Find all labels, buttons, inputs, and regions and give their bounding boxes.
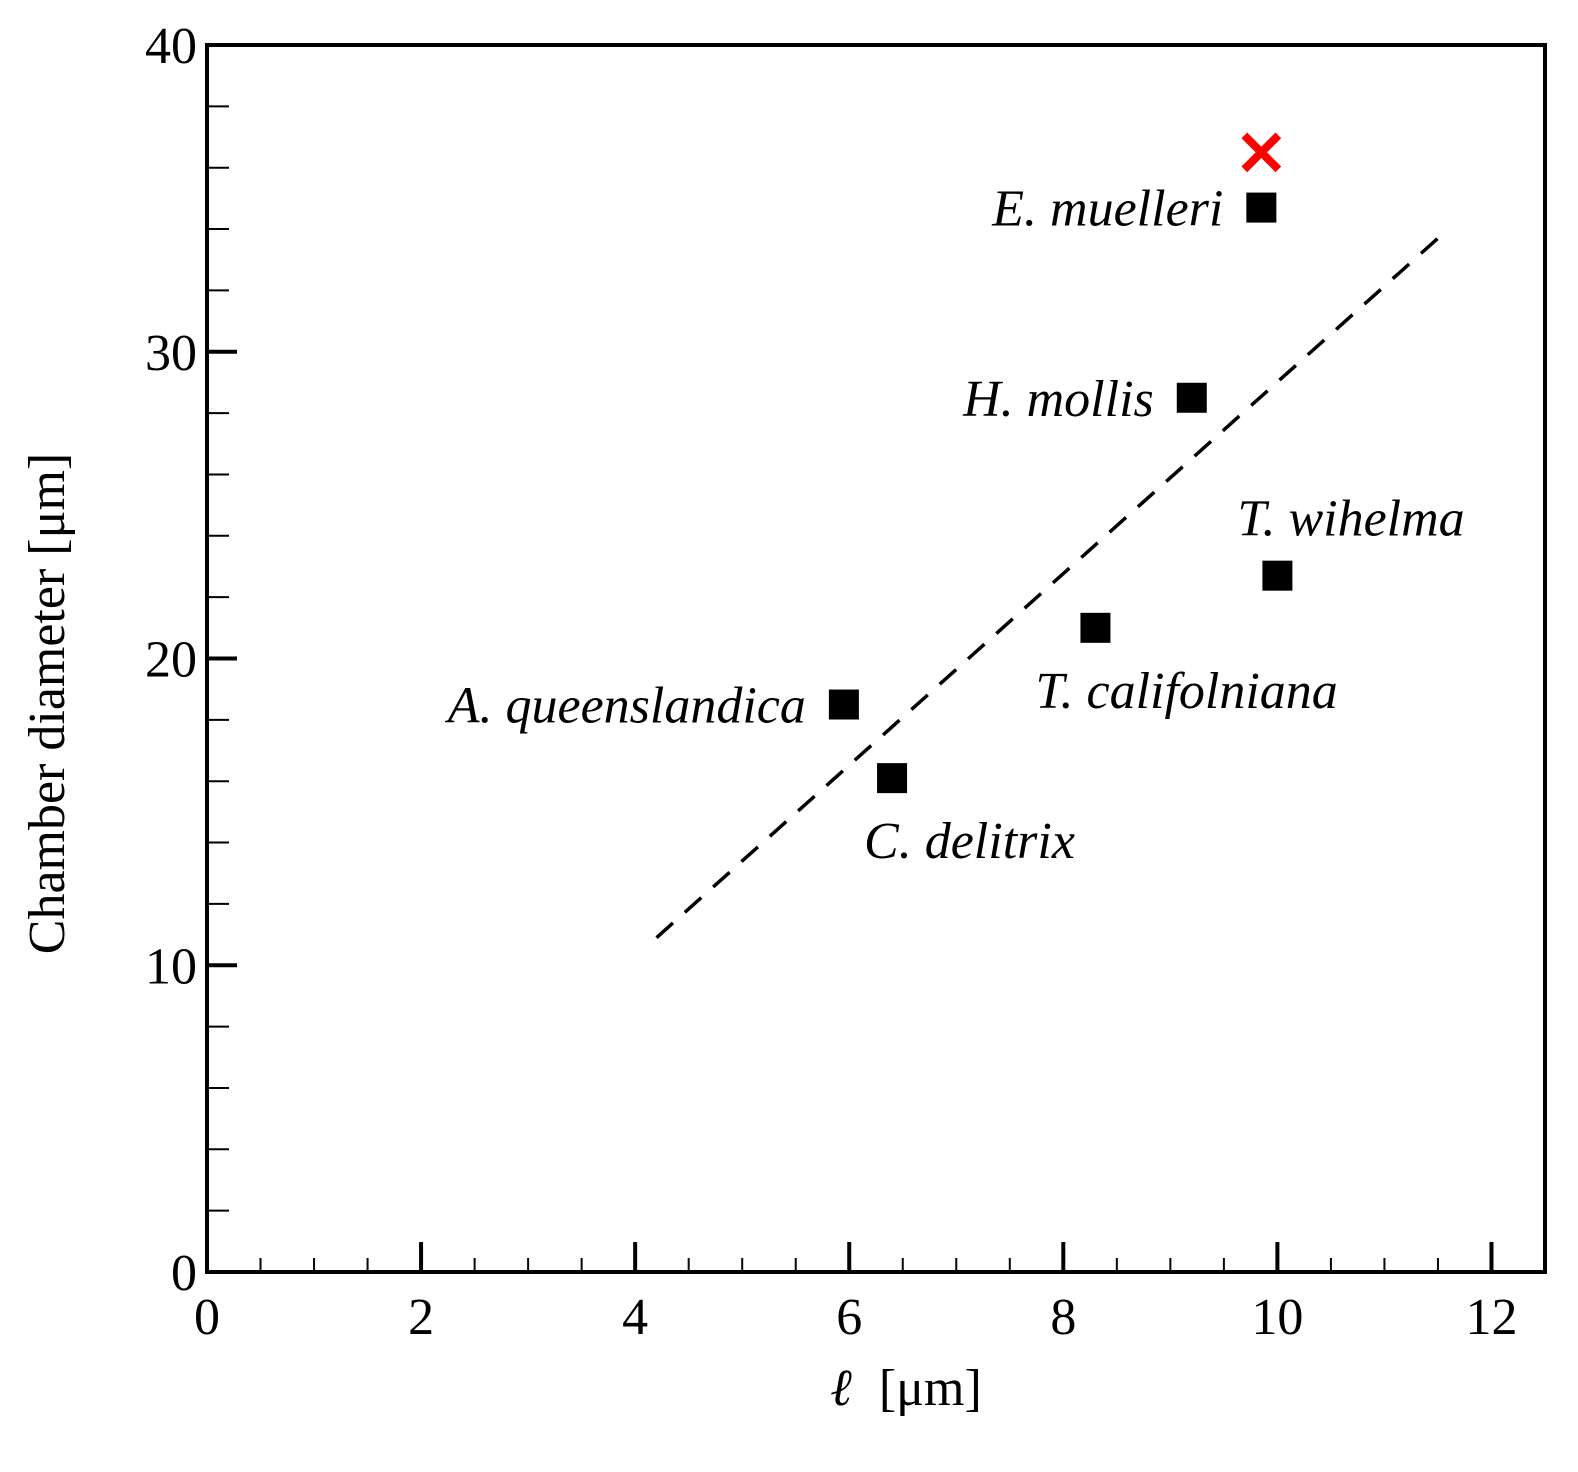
outlier-stroke [1241,132,1282,173]
point-label: A. queenslandica [445,678,806,735]
x-tick-label: 8 [1050,1289,1076,1346]
outlier-x-marker [1241,132,1282,173]
y-tick-label: 0 [171,1245,197,1302]
x-tick-label: 4 [622,1289,648,1346]
x-tick-label: 12 [1465,1289,1517,1346]
plot-frame [205,43,1547,1274]
point-label: C. delitrix [864,813,1075,870]
x-tick-label: 6 [836,1289,862,1346]
y-axis-title: Chamber diameter [μm] [19,453,76,954]
y-tick-label: 40 [145,18,197,75]
x-axis-symbol: ℓ [830,1360,852,1417]
x-tick-label: 10 [1251,1289,1303,1346]
minor-ticks [207,105,1546,1272]
x-tick-label: 2 [408,1289,434,1346]
x-tick-label: 0 [194,1289,220,1346]
data-point [877,763,908,794]
point-label: T. wihelma [1237,491,1464,548]
data-point [1262,560,1293,591]
data-point [1080,612,1111,643]
data-point [1246,192,1277,223]
point-label: E. muelleri [991,181,1223,238]
markers [828,132,1293,794]
y-tick-label: 10 [145,938,197,995]
y-tick-label: 30 [145,325,197,382]
x-axis-unit: [μm] [879,1360,982,1417]
major-ticks [205,43,1494,1274]
point-labels: E. muelleri H. mollis T. wihelma T. califol… [445,181,1465,871]
data-point [828,689,859,720]
point-label: H. mollis [962,371,1154,428]
point-label: T. califolniana [1035,663,1337,720]
x-axis-title: ℓ [μm] [830,1360,982,1417]
data-point [1176,382,1207,413]
tick-labels: 0 2 4 6 8 10 12 0 10 20 30 40 [145,18,1517,1346]
y-tick-label: 20 [145,632,197,689]
